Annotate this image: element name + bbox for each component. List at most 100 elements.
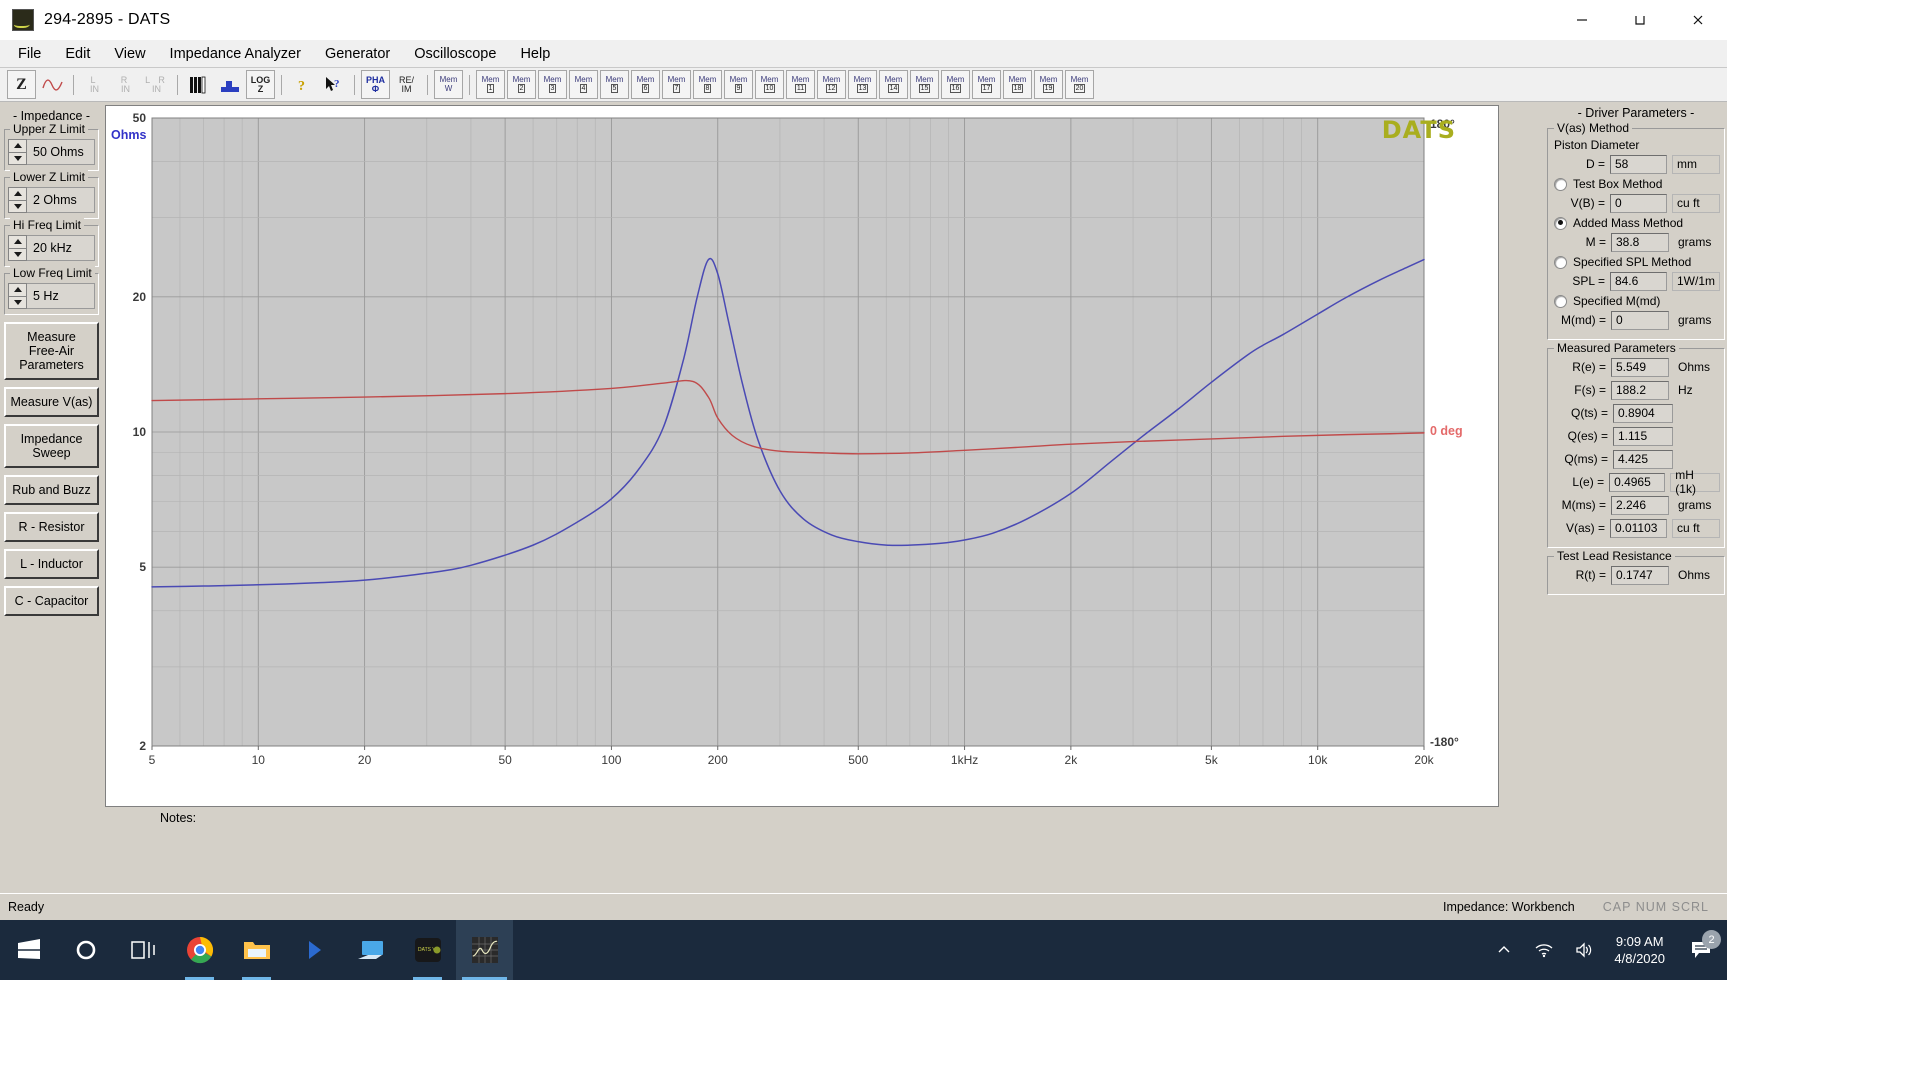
low-freq-limit-stepper[interactable]	[8, 283, 27, 309]
memory-slot-15-button[interactable]: Mem 15	[910, 70, 939, 99]
re-im-button[interactable]: RE/ IM	[392, 70, 421, 99]
cortana-search-icon[interactable]	[57, 920, 114, 980]
memory-slot-2-button[interactable]: Mem 2	[507, 70, 536, 99]
hi-freq-limit-stepper[interactable]	[8, 235, 27, 261]
context-help-button[interactable]: ?	[319, 70, 348, 99]
memory-slot-12-button[interactable]: Mem 12	[817, 70, 846, 99]
vb-input[interactable]: 0	[1609, 193, 1667, 213]
upper-z-limit-stepper[interactable]	[8, 139, 27, 165]
menu-item-oscilloscope[interactable]: Oscilloscope	[414, 45, 497, 62]
close-icon[interactable]	[1669, 0, 1727, 40]
rt-input[interactable]: 0.1747	[1610, 565, 1669, 585]
media-player-icon[interactable]	[285, 920, 342, 980]
help-question-button[interactable]: ?	[288, 70, 317, 99]
lower-z-decrement-icon[interactable]	[9, 200, 26, 212]
qes-field-value[interactable]: 1.115	[1613, 426, 1673, 446]
waveform-button[interactable]	[38, 70, 67, 99]
c-capacitor-button[interactable]: C - Capacitor	[4, 586, 99, 616]
memory-slot-18-button[interactable]: Mem 18	[1003, 70, 1032, 99]
l-in-button[interactable]: L IN	[80, 70, 109, 99]
added-mass-input[interactable]: 38.8	[1610, 232, 1669, 252]
menu-item-file[interactable]: File	[18, 45, 42, 62]
le-field-value[interactable]: 0.4965	[1609, 472, 1666, 492]
added-mass-radio-icon[interactable]	[1554, 216, 1567, 230]
memory-slot-20-button[interactable]: Mem 20	[1065, 70, 1094, 99]
specified-mmd-method-radio[interactable]: Specified M(md)	[1554, 294, 1720, 308]
upper-z-decrement-icon[interactable]	[9, 152, 26, 164]
memory-slot-3-button[interactable]: Mem 3	[538, 70, 567, 99]
l-inductor-button[interactable]: L - Inductor	[4, 549, 99, 579]
qts-field-value[interactable]: 0.8904	[1613, 403, 1673, 423]
piano-keys-button[interactable]	[184, 70, 213, 99]
log-z-button[interactable]: LOG Z	[246, 70, 275, 99]
maximize-icon[interactable]	[1611, 0, 1669, 40]
memory-slot-9-button[interactable]: Mem 9	[724, 70, 753, 99]
memory-slot-4-button[interactable]: Mem 4	[569, 70, 598, 99]
lower-z-increment-icon[interactable]	[9, 188, 26, 201]
minimize-icon[interactable]	[1553, 0, 1611, 40]
memory-slot-7-button[interactable]: Mem 7	[662, 70, 691, 99]
specified-spl-radio-icon[interactable]	[1554, 255, 1567, 269]
impedance-z-button[interactable]: Z	[7, 70, 36, 99]
memory-slot-14-button[interactable]: Mem 14	[879, 70, 908, 99]
network-wifi-icon[interactable]	[1524, 941, 1564, 959]
menu-item-generator[interactable]: Generator	[324, 45, 391, 62]
hi-freq-increment-icon[interactable]	[9, 236, 26, 249]
re-field-value[interactable]: 5.549	[1610, 357, 1669, 377]
fs-field-value[interactable]: 188.2	[1610, 380, 1669, 400]
test-box-method-radio[interactable]: Test Box Method	[1554, 177, 1720, 191]
memory-slot-6-button[interactable]: Mem 6	[631, 70, 660, 99]
impedance-chart-frame[interactable]: 5 10 20 50 100 200 500 1kHz 2k 5k 10k 20k 2 5 10 20 50 18…	[105, 105, 1499, 807]
dark-app-icon[interactable]: DATS V3	[399, 920, 456, 980]
memory-slot-19-button[interactable]: Mem 19	[1034, 70, 1063, 99]
steps-button[interactable]	[215, 70, 244, 99]
vas-field-value[interactable]: 0.01103	[1609, 518, 1667, 538]
memory-slot-13-button[interactable]: Mem 13	[848, 70, 877, 99]
menu-item-edit[interactable]: Edit	[65, 45, 91, 62]
menu-item-help[interactable]: Help	[520, 45, 551, 62]
memory-slot-10-button[interactable]: Mem 10	[755, 70, 784, 99]
show-hidden-icons-chevron[interactable]	[1484, 941, 1524, 959]
memory-button[interactable]: Mem W	[434, 70, 463, 99]
memory-slot-1-button[interactable]: Mem 1	[476, 70, 505, 99]
memory-slot-17-button[interactable]: Mem 17	[972, 70, 1001, 99]
volume-speaker-icon[interactable]	[1564, 941, 1604, 959]
menu-item-view[interactable]: View	[114, 45, 146, 62]
task-view-icon[interactable]	[114, 920, 171, 980]
chrome-icon[interactable]	[171, 920, 228, 980]
hi-freq-limit-value[interactable]: 20 kHz	[27, 235, 95, 261]
remote-desktop-icon[interactable]	[342, 920, 399, 980]
start-button-icon[interactable]	[0, 920, 57, 980]
lower-z-limit-value[interactable]: 2 Ohms	[27, 187, 95, 213]
file-explorer-icon[interactable]	[228, 920, 285, 980]
rub-and-buzz-button[interactable]: Rub and Buzz	[4, 475, 99, 505]
memory-slot-5-button[interactable]: Mem 5	[600, 70, 629, 99]
measure-vas-button[interactable]: Measure V(as)	[4, 387, 99, 417]
qms-field-value[interactable]: 4.425	[1613, 449, 1673, 469]
low-freq-limit-value[interactable]: 5 Hz	[27, 283, 95, 309]
specified-spl-method-radio[interactable]: Specified SPL Method	[1554, 255, 1720, 269]
low-freq-increment-icon[interactable]	[9, 284, 26, 297]
r-in-button[interactable]: R IN	[111, 70, 140, 99]
low-freq-decrement-icon[interactable]	[9, 296, 26, 308]
spl-input[interactable]: 84.6	[1609, 271, 1667, 291]
dats-taskbar-icon[interactable]	[456, 920, 513, 980]
mmd-input[interactable]: 0	[1610, 310, 1669, 330]
lower-z-limit-stepper[interactable]	[8, 187, 27, 213]
mms-field-value[interactable]: 2.246	[1610, 495, 1669, 515]
memory-slot-16-button[interactable]: Mem 16	[941, 70, 970, 99]
r-resistor-button[interactable]: R - Resistor	[4, 512, 99, 542]
measure-free-air-parameters-button[interactable]: Measure Free-Air Parameters	[4, 322, 99, 380]
menu-item-impedance-analyzer[interactable]: Impedance Analyzer	[169, 45, 301, 62]
upper-z-limit-value[interactable]: 50 Ohms	[27, 139, 95, 165]
upper-z-increment-icon[interactable]	[9, 140, 26, 153]
lr-in-button[interactable]: L R IN	[142, 70, 171, 99]
memory-slot-8-button[interactable]: Mem 8	[693, 70, 722, 99]
memory-slot-11-button[interactable]: Mem 11	[786, 70, 815, 99]
taskbar-clock[interactable]: 9:09 AM 4/8/2020	[1614, 933, 1665, 967]
specified-mmd-radio-icon[interactable]	[1554, 294, 1567, 308]
hi-freq-decrement-icon[interactable]	[9, 248, 26, 260]
impedance-sweep-button[interactable]: Impedance Sweep	[4, 424, 99, 468]
action-center-icon[interactable]: 2	[1675, 930, 1727, 961]
phase-button[interactable]: PHA Φ	[361, 70, 390, 99]
